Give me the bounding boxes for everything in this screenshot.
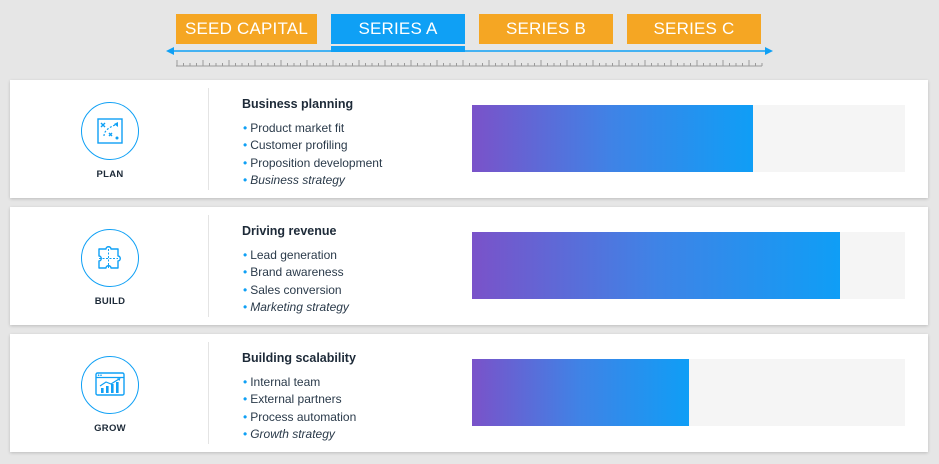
progress-bar: [472, 232, 841, 299]
divider: [208, 342, 209, 444]
arrow-right-icon: [765, 47, 773, 55]
list-item: • External partners: [243, 392, 342, 407]
list-item: • Internal team: [243, 375, 321, 389]
puzzle-icon: [81, 229, 139, 287]
list-item: • Customer profiling: [243, 138, 348, 153]
progress-track: [472, 105, 905, 172]
tab-series-b[interactable]: SERIES B: [479, 14, 613, 44]
list-item-emphasis: • Business strategy: [243, 172, 345, 187]
row-label: BUILD: [94, 296, 126, 307]
progress-bar: [472, 359, 689, 426]
active-stage-marker: [331, 46, 465, 52]
list-item: • Brand awareness: [243, 265, 344, 280]
tab-series-c[interactable]: SERIES C: [627, 14, 761, 44]
list-item: • Process automation: [243, 409, 357, 424]
row-grow: GROW Building scalability • Internal team…: [10, 334, 928, 452]
row-label: GROW: [94, 423, 126, 434]
growth-chart-icon: [81, 356, 139, 414]
ruler-ticks: [176, 60, 763, 66]
divider: [208, 215, 209, 317]
list-item-emphasis: • Growth strategy: [243, 426, 335, 441]
timeline-ruler: [166, 46, 773, 67]
bullet-list: • Product market fit • Customer profiling …: [243, 120, 382, 189]
plan-strategy-icon: [81, 102, 139, 160]
list-item: • Proposition development: [243, 155, 383, 170]
row-heading: Building scalability: [242, 351, 356, 365]
list-item-emphasis: • Marketing strategy: [243, 299, 349, 314]
tab-seed-capital[interactable]: SEED CAPITAL: [176, 14, 317, 44]
divider: [208, 88, 209, 190]
arrow-left-icon: [166, 47, 174, 55]
bullet-list: • Lead generation • Brand awareness • Sales…: [243, 247, 349, 316]
progress-track: [472, 359, 905, 426]
tab-series-a[interactable]: SERIES A: [331, 14, 465, 44]
progress-track: [472, 232, 905, 299]
list-item: • Sales conversion: [243, 282, 342, 297]
bullet-list: • Internal team • External partners • Proce…: [243, 374, 356, 443]
progress-bar: [472, 105, 754, 172]
stage-tabs: SEED CAPITAL SERIES A SERIES B SERIES C: [0, 14, 939, 44]
row-plan: PLAN Business planning • Product market f…: [10, 80, 928, 198]
row-heading: Business planning: [242, 97, 354, 111]
list-item: • Lead generation: [243, 248, 337, 262]
row-label: PLAN: [96, 169, 124, 180]
row-build: BUILD Driving revenue • Lead generation •…: [10, 207, 928, 325]
row-heading: Driving revenue: [242, 224, 337, 238]
list-item: • Product market fit: [243, 121, 345, 135]
